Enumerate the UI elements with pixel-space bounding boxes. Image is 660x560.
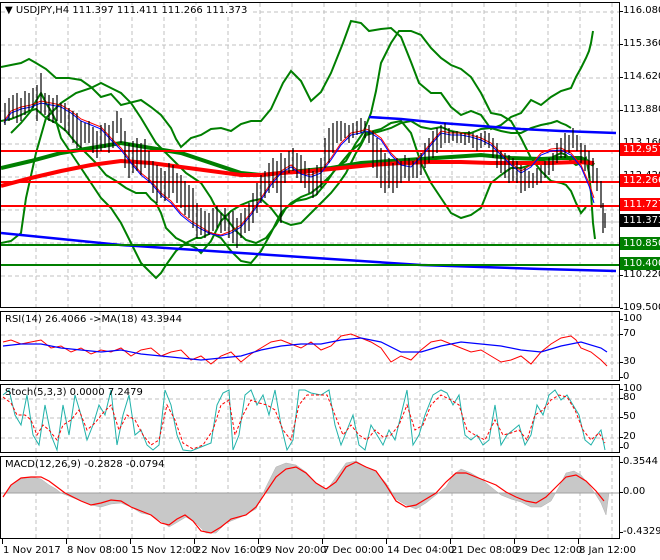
time-tick (322, 539, 323, 544)
price-tick: 110.220 (619, 270, 660, 280)
stoch-tick: 80 (620, 392, 636, 403)
short-mas (3, 100, 595, 237)
time-label: 22 Nov 16:00 (195, 545, 263, 556)
price-tick: 109.500 (619, 303, 660, 313)
macd-tick: 0.00 (619, 486, 646, 497)
symbol-header[interactable]: ▼ USDJPY,H4 111.397 111.411 111.266 111.… (5, 5, 251, 16)
time-tick (130, 539, 131, 544)
rsi-tick: 0 (619, 371, 630, 382)
rsi-title: RSI(14) 26.4066 ->MA(18) 43.3944 (5, 314, 182, 325)
price-chart-plot (1, 3, 619, 307)
rsi-plot (1, 312, 619, 380)
dropdown-triangle-icon[interactable]: ▼ (5, 5, 13, 16)
time-label: 8 Jan 12:00 (579, 545, 636, 556)
stochastic-panel[interactable]: Stoch(5,3,3) 0.0000 7.2479 (0, 384, 620, 453)
price-tick: 116.080 (619, 6, 660, 16)
trendlines (1, 115, 617, 273)
time-label: 1 Nov 2017 (3, 545, 61, 556)
symbol-title: USDJPY,H4 (15, 5, 70, 16)
stoch-signal-line (2, 394, 606, 450)
price-bars (4, 73, 606, 248)
time-tick (258, 539, 259, 544)
stoch-tick: 0 (619, 441, 630, 452)
time-tick (578, 539, 579, 544)
time-axis[interactable] (0, 538, 660, 560)
time-tick (386, 539, 387, 544)
time-tick (2, 539, 3, 544)
time-label: 29 Dec 12:00 (515, 545, 583, 556)
price-chart-panel[interactable]: ▼ USDJPY,H4 111.397 111.411 111.266 111.… (0, 2, 620, 308)
ma-fast (1, 158, 595, 188)
rsi-tick: 100 (619, 313, 643, 324)
macd-title: MACD(12,26,9) -0.2828 -0.0794 (5, 459, 165, 470)
time-tick (450, 539, 451, 544)
price-tick: 114.620 (619, 72, 660, 82)
time-label: 8 Nov 08:00 (67, 545, 129, 556)
price-tick: 115.360 (619, 39, 660, 49)
time-label: 14 Dec 04:00 (387, 545, 455, 556)
rsi-line (2, 333, 608, 367)
macd-tick: 0.3544 (620, 456, 658, 467)
current-price-label: 111.373 (620, 214, 660, 227)
grid (1, 3, 619, 307)
time-label: 15 Nov 12:00 (131, 545, 199, 556)
macd-tick: -0.4329 (620, 526, 660, 537)
macd-plot (1, 457, 619, 538)
time-label: 21 Dec 08:00 (451, 545, 519, 556)
rsi-ma-line (2, 337, 608, 361)
resistance-label-1: 112.957 (620, 143, 660, 156)
rsi-tick: 70 (620, 328, 636, 339)
price-axis[interactable]: 116.080 115.360 114.620 113.880 113.160 … (619, 2, 660, 313)
macd-axis: 0.3544 0.00 -0.4329 (619, 456, 660, 539)
time-tick (194, 539, 195, 544)
support-label-2: 110.400 (620, 257, 660, 270)
stochastic-title: Stoch(5,3,3) 0.0000 7.2479 (5, 387, 143, 398)
resistance-label-2: 112.266 (620, 174, 660, 187)
stochastic-axis: 100 80 50 20 0 (619, 383, 660, 453)
time-tick (66, 539, 67, 544)
stoch-tick: 50 (620, 411, 636, 422)
rsi-panel[interactable]: RSI(14) 26.4066 ->MA(18) 43.3944 (0, 311, 620, 381)
stoch-tick: 100 (619, 383, 643, 394)
resistance-label-3: 111.727 (620, 198, 660, 211)
ohlc-values: 111.397 111.411 111.266 111.373 (72, 5, 248, 16)
macd-panel[interactable]: MACD(12,26,9) -0.2828 -0.0794 (0, 456, 620, 539)
macd-histogram (5, 460, 610, 534)
price-tick: 113.880 (619, 105, 660, 115)
horizontal-levels (1, 150, 619, 266)
stoch-tick: 20 (620, 431, 636, 442)
rsi-tick: 30 (620, 356, 636, 367)
time-label: 7 Dec 00:00 (323, 545, 384, 556)
stoch-main-line (2, 389, 606, 452)
time-tick (514, 539, 515, 544)
time-label: 29 Nov 20:00 (259, 545, 327, 556)
rsi-axis: 100 70 30 0 (619, 311, 660, 382)
stochastic-plot (1, 385, 619, 452)
support-label-1: 110.850 (620, 237, 660, 250)
macd-signal-line (2, 461, 605, 534)
